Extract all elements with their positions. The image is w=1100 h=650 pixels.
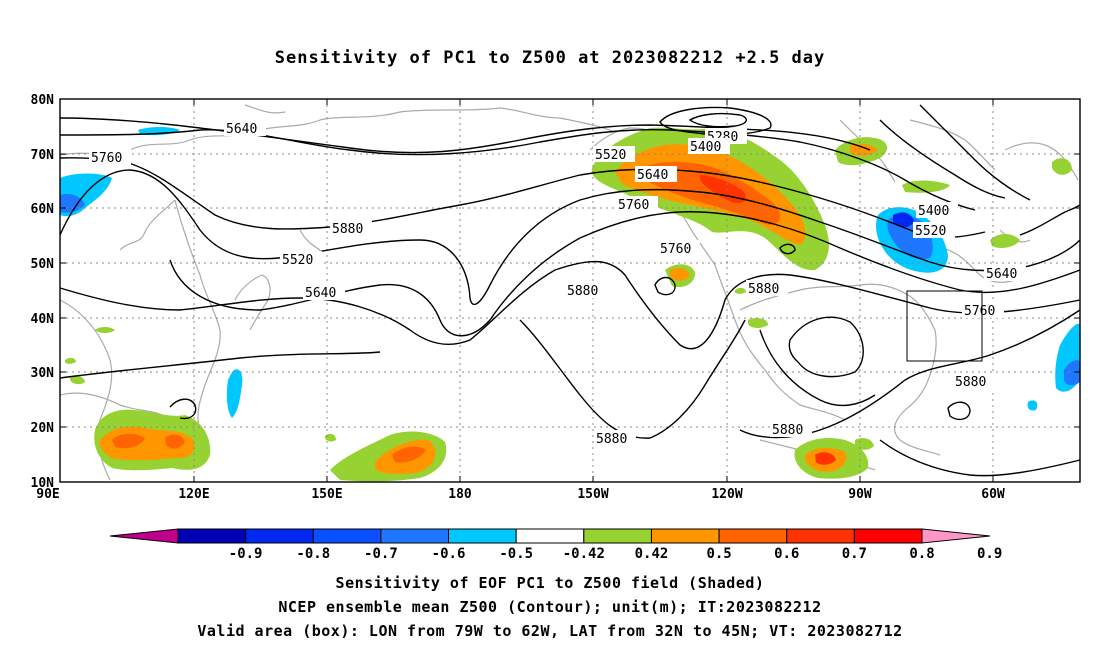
lat-label: 40N bbox=[31, 312, 55, 327]
colorbar-label: -0.42 bbox=[563, 546, 605, 562]
contour-label: 5400 bbox=[690, 140, 721, 155]
caption-line-1: Sensitivity of EOF PC1 to Z500 field (Sh… bbox=[335, 574, 765, 592]
colorbar-cell bbox=[380, 528, 450, 544]
contour-label: 5880 bbox=[772, 423, 803, 438]
colorbar-label: -0.6 bbox=[432, 546, 466, 562]
valid-area-box bbox=[906, 290, 983, 362]
contour-label: 5880 bbox=[567, 284, 598, 299]
grid-lines bbox=[60, 99, 1080, 482]
contour-label: 5880 bbox=[748, 282, 779, 297]
colorbar-cell bbox=[718, 528, 788, 544]
colorbar-cell bbox=[312, 528, 382, 544]
latitude-labels: 80N 70N 60N 50N 40N 30N 20N 10N bbox=[31, 93, 55, 491]
caption-line-3: Valid area (box): LON from 79W to 62W, L… bbox=[197, 622, 903, 640]
lon-label: 120W bbox=[711, 487, 742, 502]
colorbar-cell bbox=[786, 528, 855, 544]
contour-label: 5400 bbox=[918, 204, 949, 219]
colorbar-cell bbox=[448, 528, 517, 544]
lon-label: 120E bbox=[178, 487, 209, 502]
colorbar-label: 0.7 bbox=[842, 546, 867, 562]
lat-label: 30N bbox=[31, 366, 55, 381]
contour-label: 5520 bbox=[915, 224, 946, 239]
contour-label: 5640 bbox=[305, 286, 336, 301]
lat-label: 20N bbox=[31, 421, 55, 436]
contour-label: 5880 bbox=[332, 222, 363, 237]
lon-label: 150E bbox=[311, 487, 342, 502]
contour-label: 5880 bbox=[955, 375, 986, 390]
map-title: Sensitivity of PC1 to Z500 at 2023082212… bbox=[274, 48, 826, 68]
colorbar-label: 0.9 bbox=[977, 546, 1002, 562]
contour-label: 5760 bbox=[660, 242, 691, 257]
axis-ticks bbox=[60, 98, 1080, 482]
contour-label: 5520 bbox=[282, 253, 313, 268]
contour-labels: 5280 5400 5520 5640 5760 5880 5520 5640 … bbox=[91, 122, 1018, 447]
colorbar: -0.9 -0.8 -0.7 -0.6 -0.5 -0.42 0.42 0.5 0.6 0.7 0.… bbox=[109, 528, 1002, 562]
contour-label: 5880 bbox=[596, 432, 627, 447]
lat-label: 60N bbox=[31, 202, 55, 217]
lon-label: 90E bbox=[36, 487, 59, 502]
contour-label: 5760 bbox=[618, 198, 649, 213]
colorbar-cell bbox=[650, 528, 720, 544]
colorbar-label: 0.42 bbox=[635, 546, 669, 562]
contour-label: 5640 bbox=[986, 267, 1017, 282]
contour-label: 5760 bbox=[91, 151, 122, 166]
colorbar-cell bbox=[515, 528, 585, 544]
colorbar-label: -0.9 bbox=[229, 546, 263, 562]
colorbar-cell bbox=[177, 528, 247, 544]
lon-label: 180 bbox=[448, 487, 472, 502]
contour-label: 5760 bbox=[964, 304, 995, 319]
colorbar-label: 0.5 bbox=[706, 546, 731, 562]
colorbar-left-arrow bbox=[109, 528, 179, 544]
lat-label: 50N bbox=[31, 257, 55, 272]
lat-label: 10N bbox=[31, 476, 55, 491]
lat-label: 80N bbox=[31, 93, 55, 108]
contour-label: 5640 bbox=[226, 122, 257, 137]
caption-line-2: NCEP ensemble mean Z500 (Contour); unit(… bbox=[278, 598, 822, 616]
lon-label: 60W bbox=[981, 487, 1005, 502]
colorbar-label: -0.7 bbox=[364, 546, 398, 562]
lon-label: 150W bbox=[577, 487, 608, 502]
plot-frame bbox=[59, 98, 1081, 483]
colorbar-label: 0.8 bbox=[909, 546, 934, 562]
colorbar-label: -0.8 bbox=[296, 546, 330, 562]
contour-label: 5520 bbox=[595, 148, 626, 163]
colorbar-cell bbox=[245, 528, 314, 544]
colorbar-cell bbox=[583, 528, 652, 544]
colorbar-label: -0.5 bbox=[499, 546, 533, 562]
colorbar-cell bbox=[853, 528, 923, 544]
lat-label: 70N bbox=[31, 148, 55, 163]
contour-label: 5640 bbox=[637, 168, 668, 183]
longitude-labels: 90E 120E 150E 180 150W 120W 90W 60W bbox=[36, 487, 1005, 502]
lon-label: 90W bbox=[848, 487, 872, 502]
colorbar-label: 0.6 bbox=[774, 546, 799, 562]
colorbar-right-arrow bbox=[921, 528, 991, 544]
